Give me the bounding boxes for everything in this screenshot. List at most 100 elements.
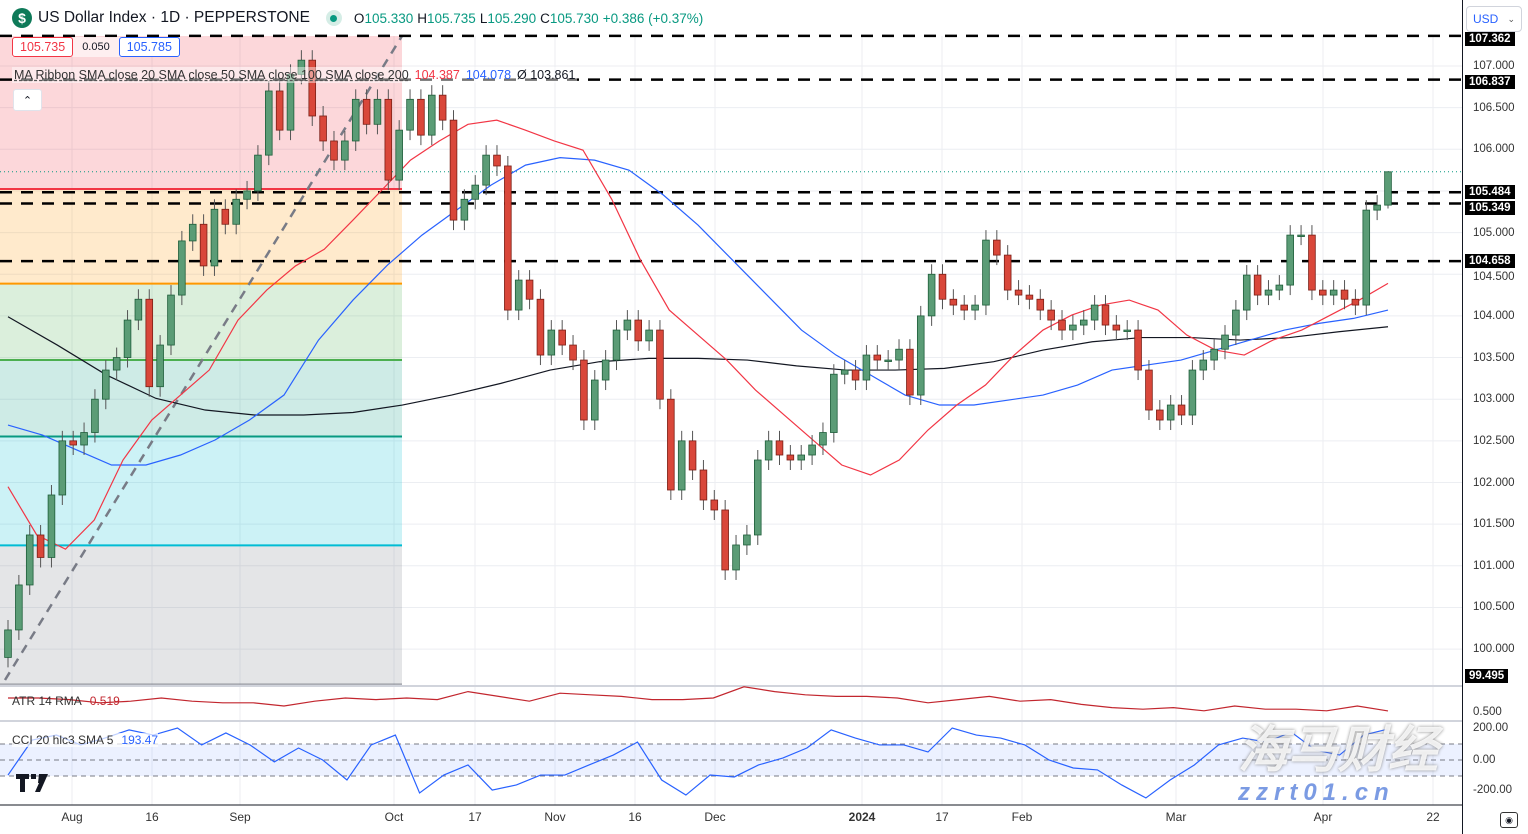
bid-ask-widget: 105.735 0.050 105.785: [12, 37, 180, 57]
time-label: Aug: [61, 810, 83, 824]
cci-legend[interactable]: CCI 20 hlc3 SMA 5 193.47: [12, 733, 159, 747]
candle-body: [580, 359, 588, 421]
currency-dropdown[interactable]: USD ⌄: [1466, 6, 1522, 32]
candle-body: [1199, 359, 1208, 371]
price-axis[interactable]: [1462, 0, 1528, 834]
candle-body: [656, 329, 664, 400]
candle-body: [764, 440, 773, 461]
candle-body: [384, 98, 393, 181]
candle-body: [1297, 234, 1305, 237]
candle-body: [645, 329, 653, 342]
tradingview-logo-icon[interactable]: [16, 774, 50, 792]
candle-body: [504, 165, 512, 311]
candle-body: [1351, 298, 1360, 306]
sell-price-button[interactable]: 105.735: [12, 37, 74, 57]
candle-body: [906, 348, 914, 396]
candle-body: [688, 440, 697, 471]
candle-body: [417, 98, 425, 136]
price-chart[interactable]: [0, 0, 1462, 834]
candle-body: [80, 432, 88, 446]
cci-line: [7, 727, 1389, 799]
candle-body: [471, 184, 480, 200]
price-label: 105.484: [1465, 185, 1515, 200]
candle-body: [210, 208, 219, 267]
candle-body: [1275, 284, 1284, 291]
candle-body: [547, 329, 556, 356]
candle-body: [1166, 404, 1175, 421]
candle-body: [1242, 274, 1251, 311]
candle-body: [351, 98, 360, 142]
fib-zone: [0, 545, 402, 685]
candle-body: [1286, 234, 1294, 286]
candle-body: [15, 584, 23, 631]
atr-line: [8, 686, 1389, 712]
candle-body: [319, 115, 327, 142]
candle-body: [36, 534, 45, 558]
candle-body: [482, 154, 490, 186]
candle-body: [840, 369, 849, 375]
candle-body: [938, 273, 947, 300]
price-label: 104.000: [1473, 309, 1515, 322]
candle-body: [47, 494, 56, 558]
time-label: 22: [1426, 810, 1440, 824]
candle-body: [199, 223, 208, 267]
candle-body: [797, 454, 805, 461]
price-label: 106.000: [1473, 143, 1515, 156]
candle-body: [1188, 369, 1197, 416]
candle-body: [102, 369, 110, 400]
candle-body: [69, 440, 77, 446]
time-label: Feb: [1011, 810, 1033, 824]
collapse-legend-button[interactable]: ⌃: [13, 89, 42, 111]
candle-body: [808, 444, 816, 456]
settings-icon[interactable]: ◉: [1500, 812, 1518, 828]
buy-price-button[interactable]: 105.785: [118, 37, 180, 57]
symbol-title[interactable]: US Dollar Index · 1D · PEPPERSTONE: [38, 9, 310, 26]
candle-body: [1134, 329, 1142, 371]
candle-body: [123, 319, 132, 358]
candle-body: [1384, 171, 1392, 206]
candle-body: [58, 440, 67, 496]
candle-body: [1025, 294, 1034, 300]
candle-body: [623, 319, 632, 331]
candle-body: [786, 454, 795, 461]
candle-body: [993, 239, 1001, 256]
sma-50-line: [7, 157, 1389, 466]
price-label: -200.00: [1473, 784, 1513, 796]
candle-body: [721, 509, 729, 571]
candle-body: [1036, 298, 1045, 311]
candle-body: [1123, 329, 1131, 332]
candle-body: [775, 440, 784, 456]
candle-body: [221, 208, 230, 225]
ma-ribbon-legend[interactable]: MA Ribbon SMA close 20 SMA close 50 SMA …: [12, 67, 578, 83]
candle-body: [862, 354, 871, 381]
candle-body: [254, 154, 262, 192]
fib-zone: [0, 360, 402, 437]
candle-body: [188, 223, 197, 242]
candle-body: [1047, 309, 1055, 321]
candle-body: [873, 354, 882, 361]
candle-body: [265, 90, 273, 156]
candle-body: [1112, 324, 1121, 331]
time-label: 2024: [848, 810, 876, 824]
candle-body: [232, 198, 240, 225]
candle-body: [373, 98, 382, 125]
candle-body: [971, 304, 979, 311]
price-label: 101.000: [1473, 559, 1515, 572]
candle-body: [1058, 319, 1066, 331]
candle-body: [830, 373, 838, 433]
price-label: 106.837: [1465, 75, 1515, 89]
price-label: 103.500: [1473, 351, 1515, 364]
candle-body: [1329, 289, 1338, 296]
candle-body: [243, 190, 251, 200]
price-label: 0.00: [1473, 754, 1496, 766]
price-label: 105.349: [1465, 201, 1515, 216]
atr-legend[interactable]: ATR 14 RMA 0.519: [12, 694, 120, 708]
chevron-down-icon: ⌄: [1507, 13, 1515, 24]
candle-body: [1145, 369, 1153, 411]
candle-body: [1079, 319, 1088, 326]
candle-body: [591, 379, 599, 421]
candle-body: [25, 534, 34, 586]
price-label: 100.500: [1473, 601, 1515, 614]
candle-body: [275, 90, 284, 131]
price-label: 200.00: [1473, 722, 1509, 734]
